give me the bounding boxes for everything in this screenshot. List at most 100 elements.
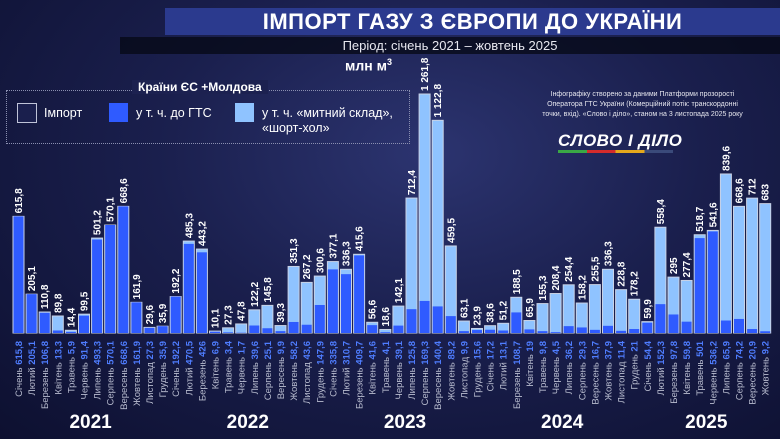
value-label-total: 300,6: [315, 248, 326, 273]
category-label: Вересень 668,6: [119, 341, 130, 410]
year-label: 2024: [541, 412, 584, 433]
bar-gts: [720, 320, 731, 333]
category-label: Березень 97,8: [669, 341, 680, 404]
bar-gts: [760, 331, 771, 333]
value-label-total: 35,9: [158, 303, 169, 323]
value-label-total: 208,4: [551, 265, 562, 290]
value-label-gts: 106,8: [40, 341, 51, 365]
value-label-total: 267,2: [302, 254, 313, 279]
bar-total: [418, 93, 431, 334]
category-label: Червень 91,4: [80, 340, 91, 399]
year-label: 2021: [69, 412, 112, 433]
bar-gts: [655, 304, 666, 333]
month-label: Жовтень: [604, 360, 615, 401]
value-label-gts: 9,9: [459, 341, 470, 354]
month-label: Листопад: [145, 360, 156, 404]
bar-gts: [603, 325, 613, 333]
month-label: Січень: [486, 359, 497, 391]
value-label-gts: 335,8: [328, 341, 339, 365]
value-label-total: 23,9: [473, 306, 484, 326]
bar-gts: [472, 330, 482, 333]
month-label: Жовтень: [289, 360, 300, 401]
bar-gts: [118, 206, 129, 333]
bar-gts: [79, 315, 89, 333]
month-label: Жовтень: [761, 354, 772, 395]
category-label: Лютий 310,7: [342, 341, 353, 396]
month-label: Квітень: [211, 354, 222, 389]
unit-label: млн м3: [345, 57, 392, 74]
bar-gts: [616, 330, 627, 333]
month-label: Червень: [80, 360, 91, 400]
value-label-total: 178,2: [630, 271, 641, 296]
category-label: Січень 17,2: [486, 341, 497, 392]
bar-gts: [39, 312, 50, 333]
value-label-total: 485,3: [184, 213, 195, 238]
value-label-gts: 161,9: [132, 341, 143, 365]
value-label-total: 541,6: [708, 202, 719, 227]
bar-gts: [92, 239, 103, 333]
value-label-total: 1 122,8: [433, 84, 444, 118]
bar-gts: [445, 316, 456, 333]
category-label: Вересень 20,9: [748, 341, 759, 405]
bar-total: [588, 284, 601, 334]
bar-gts: [747, 329, 758, 333]
month-label: Квітень: [682, 360, 693, 395]
value-label-total: 351,3: [289, 238, 300, 263]
value-label-total: 336,3: [604, 241, 615, 266]
value-label-total: 142,1: [394, 278, 405, 303]
value-label-total: 1 261,8: [420, 57, 431, 91]
month-label: Січень: [14, 365, 25, 397]
bar-gts: [511, 312, 522, 333]
month-label: Грудень: [473, 360, 484, 398]
month-label: Квітень: [525, 352, 536, 387]
bar-gts: [354, 255, 365, 333]
value-label-gts: 59,8: [682, 341, 693, 360]
month-label: Серпень: [263, 360, 274, 401]
bar-gts: [52, 330, 63, 333]
value-label-total: 712: [748, 178, 759, 195]
bar-gts: [288, 321, 299, 333]
title-band: [165, 8, 780, 35]
bar-gts: [183, 243, 194, 333]
bar-gts: [485, 329, 496, 333]
value-label-gts: 65,9: [721, 341, 732, 360]
value-label-total: 518,7: [695, 206, 706, 231]
value-label-gts: 17,2: [486, 341, 497, 360]
value-label-total: 668,6: [119, 178, 130, 203]
category-label: Жовтень 37,9: [604, 341, 615, 401]
bar-total: [602, 268, 614, 334]
month-label: Червень: [237, 354, 248, 394]
bar-gts: [734, 318, 744, 333]
category-label: Липень 493,3: [93, 341, 104, 400]
value-label-gts: 16,7: [590, 341, 601, 360]
month-label: Листопад: [459, 354, 470, 398]
value-label-gts: 29,3: [577, 341, 588, 360]
category-label: Грудень 21: [630, 340, 641, 389]
bar-gts: [170, 296, 181, 333]
value-label-total: 145,8: [263, 277, 274, 302]
value-label-gts: 36,2: [564, 341, 575, 360]
subtitle: Період: січень 2021 – жовтень 2025: [342, 38, 558, 53]
category-label: Липень 65,9: [721, 341, 732, 394]
value-label-total: 443,2: [197, 221, 208, 246]
month-label: Червень: [551, 354, 562, 394]
month-label: Лютий: [27, 365, 38, 396]
value-label-gts: 470,5: [184, 340, 195, 364]
bar-gts: [157, 326, 168, 333]
month-label: Січень: [643, 360, 654, 392]
value-label-total: 122,2: [250, 281, 261, 306]
value-label-gts: 426: [197, 341, 208, 357]
month-label: Лютий: [499, 360, 510, 391]
value-label-gts: 4,1: [381, 340, 392, 354]
value-label-gts: 35,9: [158, 341, 169, 360]
bar-gts: [275, 331, 286, 333]
month-label: Липень: [93, 365, 104, 400]
category-label: Квітень 41,6: [368, 341, 379, 395]
month-label: Квітень: [368, 360, 379, 395]
value-label-gts: 91,4: [80, 340, 91, 359]
category-label: Липень 36,2: [564, 341, 575, 394]
value-label-total: 18,6: [381, 307, 392, 327]
value-label-total: 668,6: [735, 178, 746, 203]
subtitle-band: [120, 37, 780, 54]
